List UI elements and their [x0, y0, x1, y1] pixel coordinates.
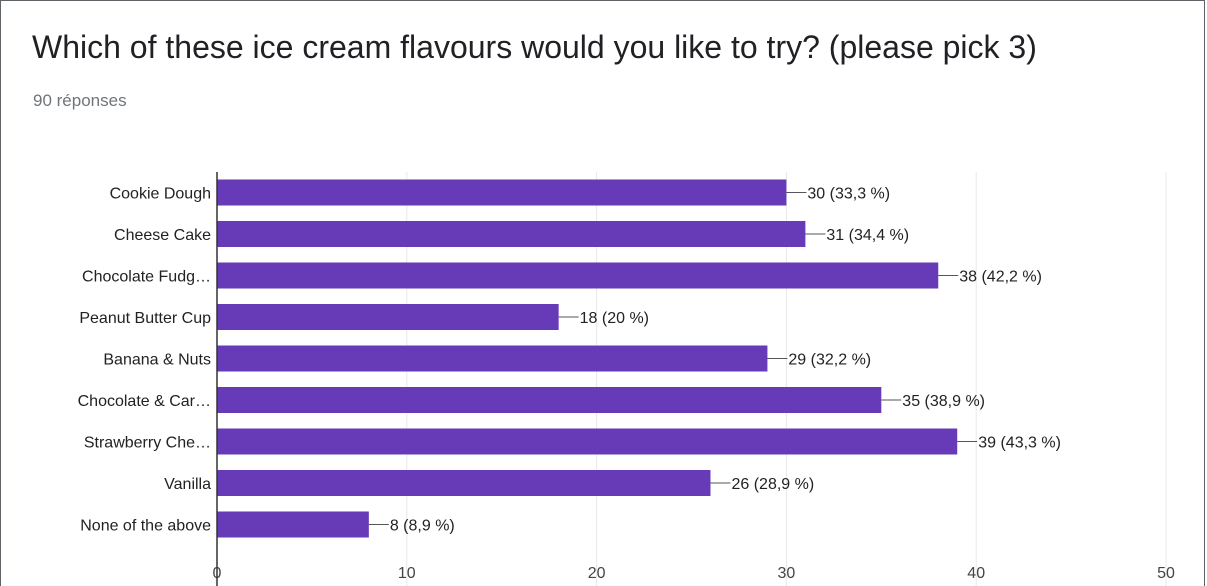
bar	[217, 470, 711, 496]
category-label: Chocolate & Car…	[78, 393, 211, 410]
question-title: Which of these ice cream flavours would …	[32, 29, 1037, 65]
data-label: 39 (43,3 %)	[978, 435, 1061, 452]
category-label: Vanilla	[164, 476, 211, 493]
category-label: Peanut Butter Cup	[79, 310, 211, 327]
bar	[217, 345, 768, 372]
response-count: 90 réponses	[33, 91, 127, 110]
x-tick-label: 40	[967, 565, 985, 582]
data-label: 18 (20 %)	[580, 310, 649, 327]
bar	[217, 511, 369, 538]
data-label: 8 (8,9 %)	[390, 518, 455, 535]
category-label: Cheese Cake	[114, 227, 211, 244]
data-label: 35 (38,9 %)	[902, 393, 985, 410]
bar	[217, 304, 559, 330]
data-label: 38 (42,2 %)	[959, 269, 1042, 286]
data-label: 30 (33,3 %)	[807, 186, 890, 203]
bar	[217, 387, 882, 413]
data-label: 31 (34,4 %)	[826, 227, 909, 244]
x-tick-label: 50	[1157, 565, 1175, 582]
x-tick-label: 30	[778, 565, 796, 582]
x-tick-label: 20	[588, 565, 606, 582]
data-label: 29 (32,2 %)	[788, 352, 871, 369]
bar	[217, 221, 806, 247]
category-label: Cookie Dough	[110, 186, 211, 203]
x-tick-label: 10	[398, 565, 416, 582]
data-label: 26 (28,9 %)	[731, 476, 814, 493]
category-label: Strawberry Che…	[84, 435, 211, 452]
category-label: Chocolate Fudg…	[82, 269, 211, 286]
bar	[217, 179, 787, 206]
category-label: Banana & Nuts	[103, 352, 211, 369]
bar	[217, 428, 958, 455]
bar	[217, 262, 939, 289]
category-label: None of the above	[80, 518, 211, 535]
